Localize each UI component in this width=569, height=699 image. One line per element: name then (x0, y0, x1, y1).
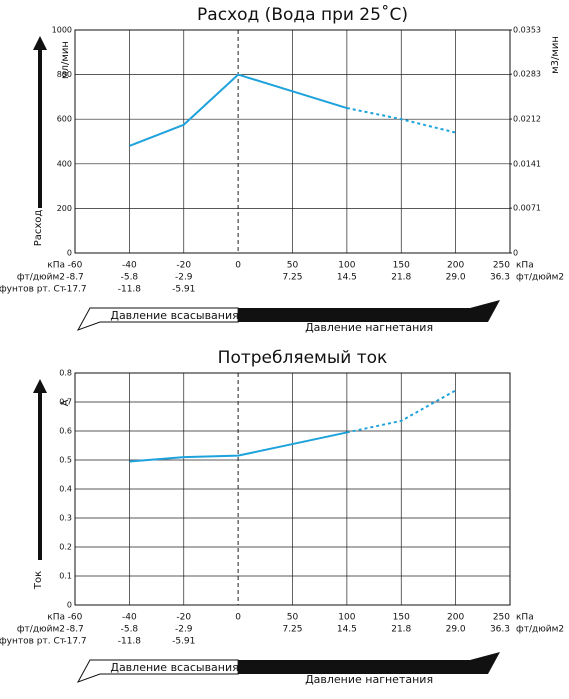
x-row-label: фунтов рт. Ст (0, 285, 65, 295)
y-tick-label: 0.1 (59, 572, 72, 581)
x-tick-label: -20 (176, 261, 191, 271)
x-tick-label: 50 (287, 613, 299, 623)
y-arrow-head (33, 379, 47, 393)
x-row-value: -5.8 (121, 273, 139, 283)
x-unit-label: кПа (47, 261, 65, 271)
x-tick-label: 250 (493, 613, 510, 623)
y-arrow-label: Расход (33, 210, 44, 247)
x-tick-label: 150 (393, 261, 410, 271)
x-tick-label: -60 (68, 261, 83, 271)
chart-title: Расход (Вода при 25˚C) (197, 4, 408, 25)
x-row-value: 36.3 (490, 625, 510, 635)
x-row-value: -17.7 (63, 285, 86, 295)
y-axis-label: мл/мин (60, 41, 71, 79)
x-tick-label: -40 (122, 613, 137, 623)
y-tick-label: 0 (67, 249, 72, 258)
x-row-value: -8.7 (66, 625, 84, 635)
x-row-value: 14.5 (337, 625, 357, 635)
x-row-value: 14.5 (337, 273, 357, 283)
x-tick-label: -20 (176, 613, 191, 623)
plot-frame (74, 29, 511, 254)
pressure-label: Давление всасывания (110, 661, 238, 674)
x-unit-label: кПа (516, 613, 534, 623)
y-tick-label: 0.8 (59, 369, 72, 378)
y2-tick-label: 0.0283 (513, 70, 541, 79)
y-tick-label: 0.7 (59, 398, 72, 407)
pressure-label: Давление всасывания (110, 309, 238, 322)
x-row-value: -8.7 (66, 273, 84, 283)
series-line (129, 73, 348, 147)
y2-tick-label: 0.0353 (513, 26, 541, 35)
x-tick-label: 200 (447, 261, 464, 271)
x-row-unit: фт/дюйм2 (516, 273, 564, 283)
y-tick-label: 600 (57, 115, 72, 124)
y-tick-label: 0 (67, 601, 72, 610)
x-row-value: -5.91 (172, 637, 195, 647)
y-tick-label: 400 (57, 159, 72, 168)
y2-axis-label: м3/мин (550, 36, 561, 74)
x-unit-label: кПа (516, 261, 534, 271)
x-row-value: 21.8 (391, 625, 411, 635)
x-row-unit: фт/дюйм2 (516, 625, 564, 635)
x-unit-label: кПа (47, 613, 65, 623)
y-tick-label: 0.4 (59, 485, 72, 494)
x-row-label: фунтов рт. Ст (0, 637, 65, 647)
pressure-label: Давление нагнетания (305, 321, 433, 334)
x-row-value: -5.8 (121, 625, 139, 635)
x-tick-label: -40 (122, 261, 137, 271)
pressure-arrow-left (76, 307, 239, 331)
y-tick-label: 0.3 (59, 514, 72, 523)
y-tick-label: 800 (57, 70, 72, 79)
plot-frame (74, 372, 511, 606)
x-row-value: 29.0 (446, 273, 466, 283)
y2-tick-label: 0.0141 (513, 159, 541, 168)
series-line (346, 389, 457, 434)
x-row-value: -2.9 (175, 625, 193, 635)
y-tick-label: 1000 (52, 26, 72, 35)
pressure-label: Давление нагнетания (305, 673, 433, 686)
x-tick-label: 150 (393, 613, 410, 623)
y2-tick-label: 0.0071 (513, 204, 541, 213)
x-tick-label: -60 (68, 613, 83, 623)
pressure-arrow-right (238, 300, 500, 322)
x-tick-label: 0 (235, 613, 241, 623)
y-arrow-head (33, 36, 47, 50)
y-arrow-label: Ток (33, 571, 44, 590)
x-row-value: -11.8 (118, 637, 142, 647)
x-row-value: 36.3 (490, 273, 510, 283)
x-row-value: 7.25 (282, 625, 302, 635)
chart-title: Потребляемый ток (218, 348, 388, 368)
pressure-arrow-right (238, 652, 500, 674)
x-tick-label: 200 (447, 613, 464, 623)
x-row-value: 29.0 (446, 625, 466, 635)
pressure-arrow-left (76, 659, 239, 683)
x-tick-label: 250 (493, 261, 510, 271)
x-row-label: фт/дюйм2 (17, 273, 65, 283)
y-tick-label: 0.2 (59, 543, 72, 552)
y2-tick-label: 0 (513, 249, 518, 258)
x-tick-label: 50 (287, 261, 299, 271)
x-row-value: -5.91 (172, 285, 195, 295)
x-tick-label: 0 (235, 261, 241, 271)
series-line (346, 107, 456, 134)
y-axis-label: A (60, 399, 71, 406)
y2-tick-label: 0.0212 (513, 115, 541, 124)
x-row-value: -17.7 (63, 637, 86, 647)
x-row-value: -2.9 (175, 273, 193, 283)
x-row-label: фт/дюйм2 (17, 625, 65, 635)
y-tick-label: 0.5 (59, 456, 72, 465)
y-tick-label: 0.6 (59, 427, 72, 436)
x-tick-label: 100 (338, 261, 355, 271)
x-tick-label: 100 (338, 613, 355, 623)
x-row-value: 21.8 (391, 273, 411, 283)
y-tick-label: 200 (57, 204, 72, 213)
x-row-value: 7.25 (282, 273, 302, 283)
x-row-value: -11.8 (118, 285, 142, 295)
series-line (129, 431, 348, 463)
